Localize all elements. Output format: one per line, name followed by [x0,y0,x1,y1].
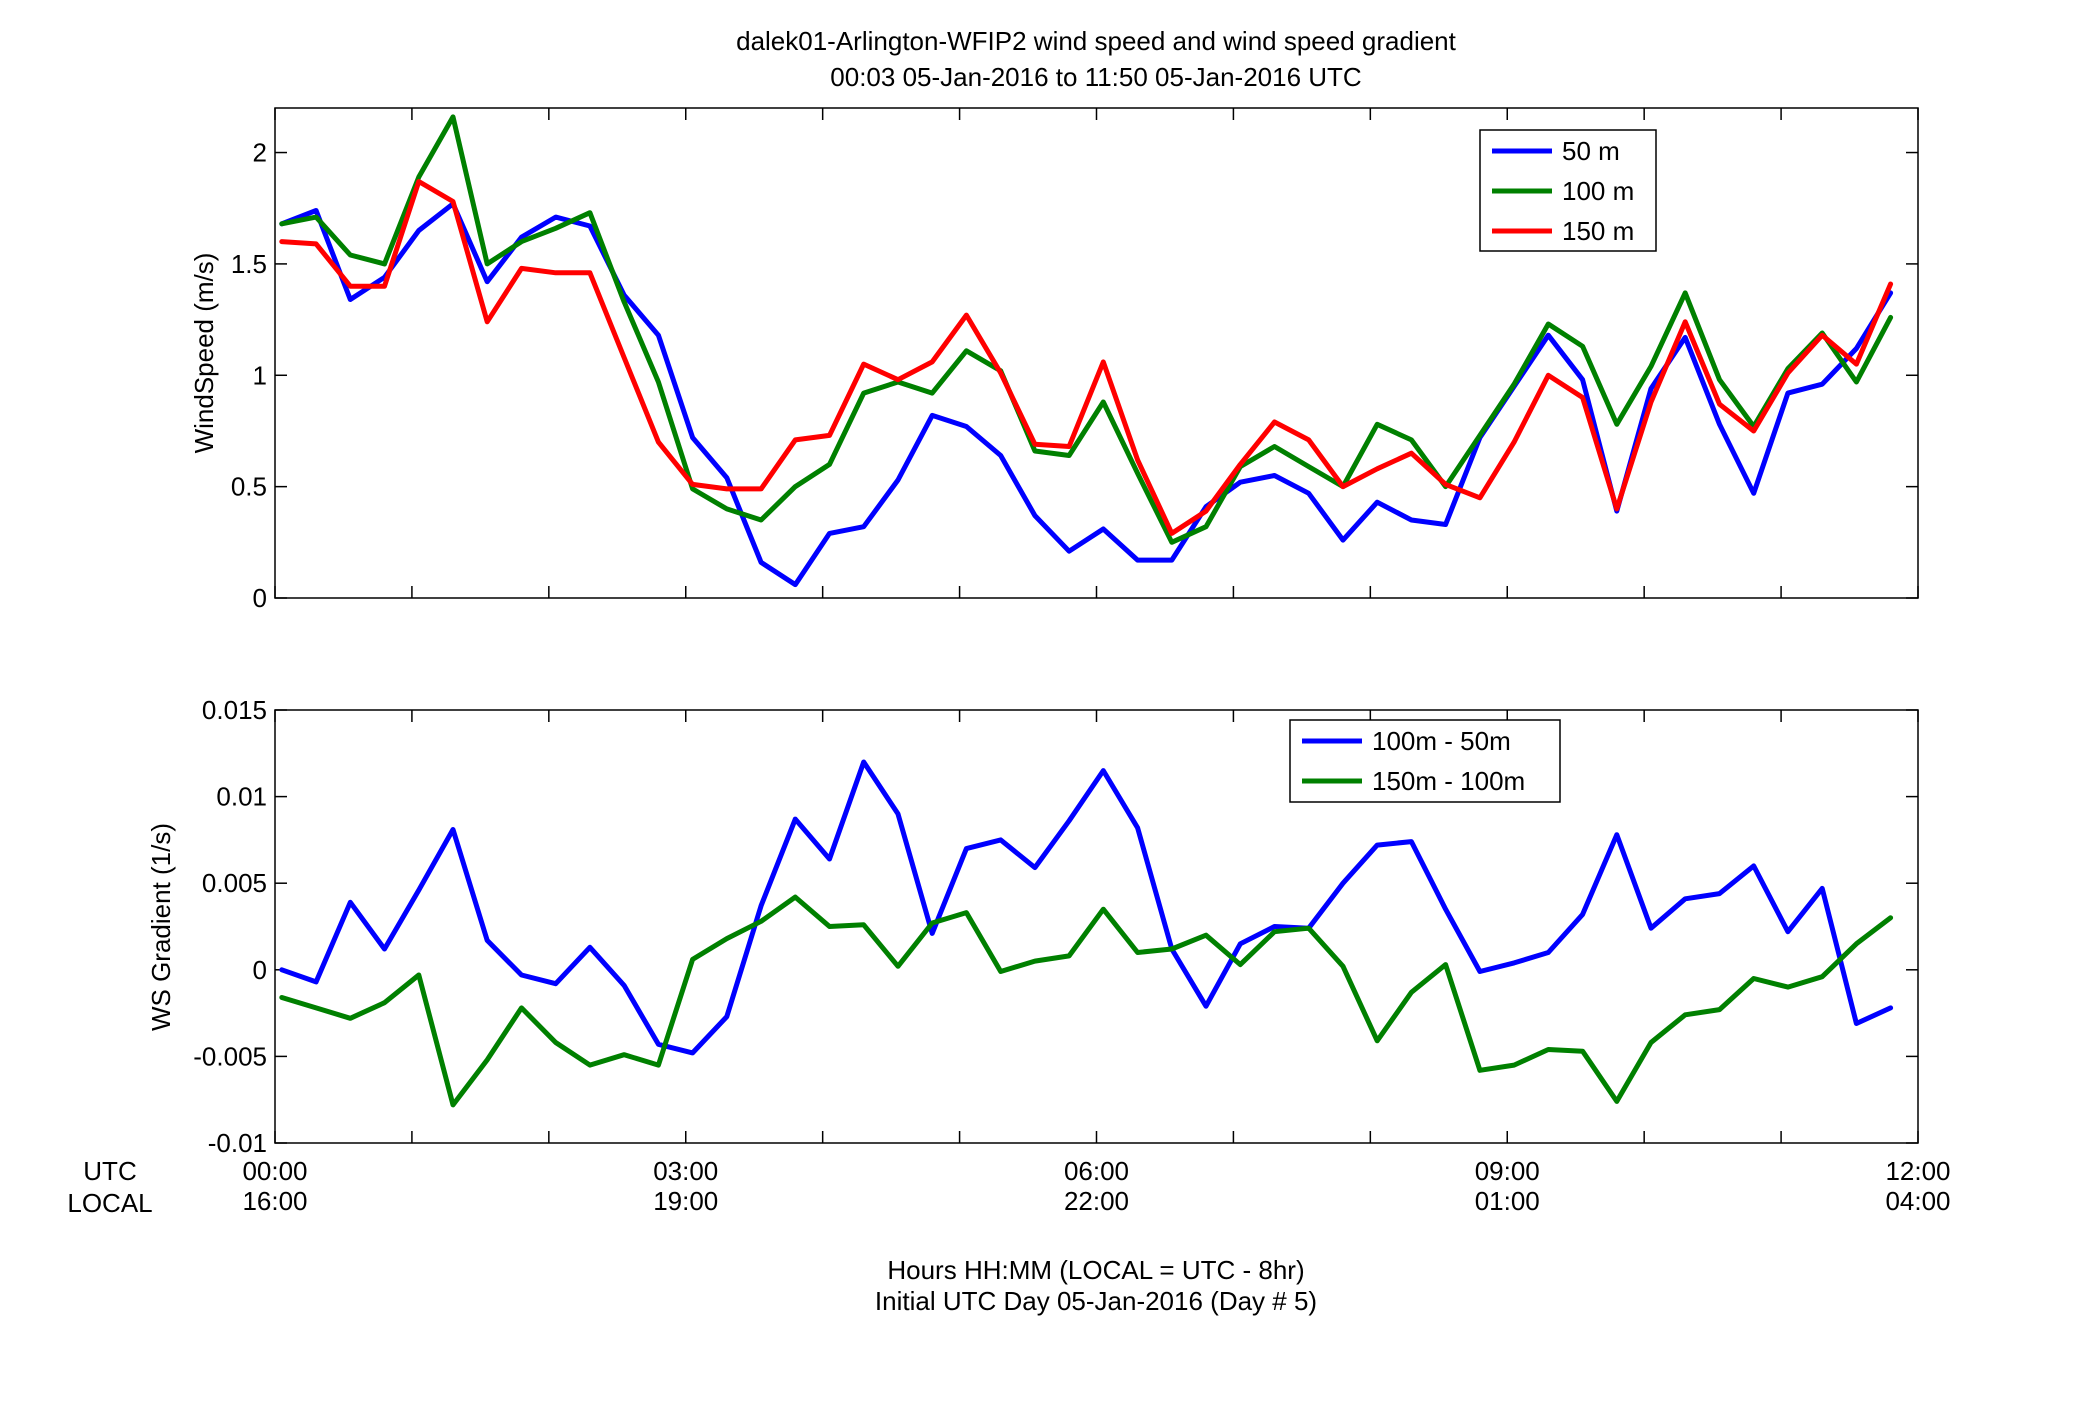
xlabel-line1: Hours HH:MM (LOCAL = UTC - 8hr) [887,1255,1304,1285]
gradient-y-tick-label: -0.005 [193,1041,267,1071]
local-tick-label: 16:00 [242,1186,307,1216]
windspeed-panel: WindSpeed (m/s) 0 0.5 1 1.5 2 50 m 100 m 150… [189,107,1919,613]
windspeed-y-tick-label: 1 [253,360,267,390]
utc-tick-label: 12:00 [1885,1156,1950,1186]
local-row-label: LOCAL [67,1188,152,1218]
windspeed-y-tick-label: 1.5 [231,249,267,279]
gradient-y-tick-label: 0.01 [216,782,267,812]
gradient-ylabel: WS Gradient (1/s) [146,823,176,1031]
gradient-axes-box [274,709,1919,1144]
xlabel-line2: Initial UTC Day 05-Jan-2016 (Day # 5) [875,1286,1317,1316]
local-tick-label: 04:00 [1885,1186,1950,1216]
local-tick-label: 19:00 [653,1186,718,1216]
gradient-series-line-0 [279,759,1894,1056]
gradient-series-lines [279,759,1894,1108]
local-tick-label: 01:00 [1475,1186,1540,1216]
legend-label-100m-50m: 100m - 50m [1372,726,1511,756]
windspeed-series-line-1 [279,114,1894,545]
gradient-y-tick-label: 0.005 [202,868,267,898]
windspeed-series-line-2 [279,179,1894,536]
utc-tick-label: 09:00 [1475,1156,1540,1186]
utc-tick-label: 06:00 [1064,1156,1129,1186]
windspeed-ticks: 0 0.5 1 1.5 2 [231,108,1919,613]
gradient-y-tick-label: -0.01 [208,1128,267,1158]
title-line2: 00:03 05-Jan-2016 to 11:50 05-Jan-2016 U… [830,62,1361,92]
gradient-ticks: -0.01 -0.005 0 0.005 0.01 0.015 [193,695,1919,1158]
legend-label-150m: 150 m [1562,216,1634,246]
utc-row-label: UTC [83,1156,136,1186]
gradient-y-tick-label: 0 [253,955,267,985]
windspeed-series-lines [279,114,1894,588]
windspeed-y-tick-label: 0 [253,583,267,613]
windspeed-legend: 50 m 100 m 150 m [1479,129,1657,252]
gradient-panel: WS Gradient (1/s) -0.01 -0.005 0 0.005 0.01 0… [146,695,1919,1158]
legend-label-100m: 100 m [1562,176,1634,206]
windspeed-y-tick-label: 2 [253,138,267,168]
gradient-y-tick-label: 0.015 [202,695,267,725]
legend-label-50m: 50 m [1562,136,1620,166]
gradient-legend-box [1289,719,1561,803]
windspeed-ylabel: WindSpeed (m/s) [189,253,219,454]
utc-tick-label: 00:00 [242,1156,307,1186]
gradient-legend: 100m - 50m 150m - 100m [1289,719,1561,803]
utc-tick-label: 03:00 [653,1156,718,1186]
title-line1: dalek01-Arlington-WFIP2 wind speed and w… [736,26,1457,56]
gradient-series-line-1 [279,894,1894,1108]
windspeed-y-tick-label: 0.5 [231,472,267,502]
legend-label-150m-100m: 150m - 100m [1372,766,1525,796]
local-tick-label: 22:00 [1064,1186,1129,1216]
